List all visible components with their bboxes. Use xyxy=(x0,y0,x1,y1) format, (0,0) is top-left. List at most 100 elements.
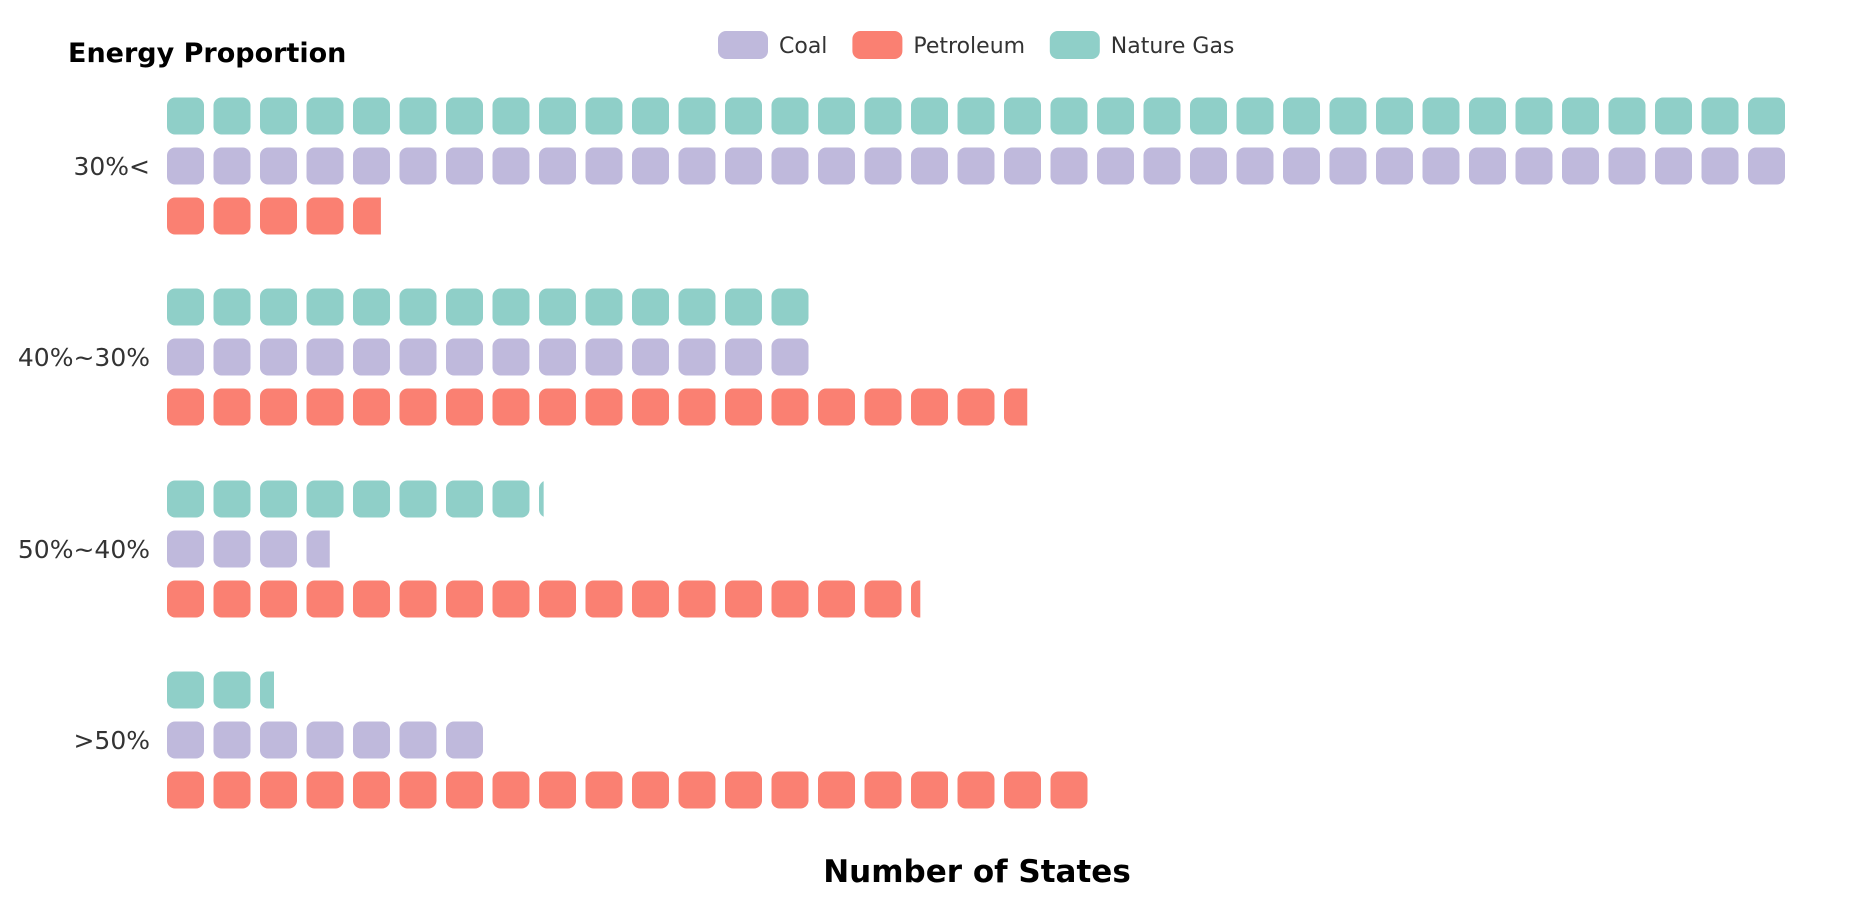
symbol-coal xyxy=(399,338,437,376)
symbol-nature-gas xyxy=(213,97,251,135)
symbol-petroleum xyxy=(306,197,344,235)
symbol-nature-gas xyxy=(539,481,544,517)
symbol-nature-gas xyxy=(492,288,530,326)
symbol-petroleum xyxy=(306,580,344,618)
symbol-petroleum xyxy=(539,580,576,618)
symbol-petroleum xyxy=(585,771,623,809)
symbol-coal xyxy=(1655,147,1692,185)
symbol-nature-gas xyxy=(399,480,437,518)
symbol-petroleum xyxy=(353,771,390,809)
symbol-nature-gas xyxy=(260,97,297,135)
symbol-coal xyxy=(1097,147,1134,185)
symbol-nature-gas xyxy=(260,671,274,709)
y-axis-title: Energy Proportion xyxy=(68,38,346,69)
bar-nature-gas-50 xyxy=(167,671,274,709)
symbol-nature-gas xyxy=(539,97,576,135)
symbol-coal xyxy=(771,338,809,376)
symbol-petroleum xyxy=(446,771,483,809)
symbol-nature-gas xyxy=(213,480,251,518)
legend-label: Coal xyxy=(779,34,827,59)
symbol-petroleum xyxy=(818,580,855,618)
bar-nature-gas-40-30 xyxy=(167,288,809,326)
symbol-nature-gas xyxy=(725,97,762,135)
symbol-petroleum xyxy=(260,580,297,618)
symbol-nature-gas xyxy=(446,480,483,518)
symbol-nature-gas xyxy=(678,97,716,135)
category-label: 40%~30% xyxy=(18,343,150,372)
x-axis-title: Number of States xyxy=(823,854,1131,890)
symbol-nature-gas xyxy=(1190,97,1227,135)
symbol-coal xyxy=(539,147,576,185)
bar-petroleum-40-30 xyxy=(167,388,1028,426)
symbol-coal xyxy=(1422,147,1460,185)
symbol-coal xyxy=(1050,147,1088,185)
symbol-coal xyxy=(213,147,251,185)
symbol-petroleum xyxy=(399,388,437,426)
symbol-coal xyxy=(678,147,716,185)
symbol-petroleum xyxy=(399,771,437,809)
symbol-coal xyxy=(306,338,344,376)
symbol-nature-gas xyxy=(1515,97,1553,135)
symbol-coal xyxy=(1748,147,1785,185)
symbol-nature-gas xyxy=(1422,97,1460,135)
symbol-coal xyxy=(1608,147,1646,185)
symbol-petroleum xyxy=(492,771,530,809)
symbol-petroleum xyxy=(678,771,716,809)
symbol-petroleum xyxy=(911,771,948,809)
symbol-nature-gas xyxy=(492,97,530,135)
symbol-coal xyxy=(1283,147,1320,185)
symbol-coal xyxy=(1329,147,1367,185)
symbol-coal xyxy=(306,530,330,568)
symbol-petroleum xyxy=(167,388,204,426)
symbol-petroleum xyxy=(911,388,948,426)
symbol-nature-gas xyxy=(1283,97,1320,135)
legend-item-petroleum[interactable]: Petroleum xyxy=(852,31,1025,59)
symbol-coal xyxy=(260,530,297,568)
symbol-coal xyxy=(213,530,251,568)
legend-label: Petroleum xyxy=(913,34,1025,59)
symbol-coal xyxy=(1376,147,1413,185)
symbol-nature-gas xyxy=(1329,97,1367,135)
symbol-petroleum xyxy=(167,771,204,809)
symbol-nature-gas xyxy=(585,288,623,326)
symbol-coal xyxy=(306,147,344,185)
symbol-coal xyxy=(818,147,855,185)
symbol-coal xyxy=(585,338,623,376)
symbol-nature-gas xyxy=(1655,97,1692,135)
symbol-coal xyxy=(492,147,530,185)
symbol-petroleum xyxy=(167,580,204,618)
bar-nature-gas-50-40 xyxy=(167,480,544,518)
legend-item-nature-gas[interactable]: Nature Gas xyxy=(1049,31,1235,59)
symbol-petroleum xyxy=(864,771,902,809)
symbol-nature-gas xyxy=(1236,97,1274,135)
symbol-petroleum xyxy=(353,197,381,235)
legend-item-coal[interactable]: Coal xyxy=(718,31,827,59)
symbol-petroleum xyxy=(353,388,390,426)
symbol-nature-gas xyxy=(1469,97,1506,135)
symbol-nature-gas xyxy=(213,671,251,709)
symbol-coal xyxy=(1236,147,1274,185)
symbol-nature-gas xyxy=(1376,97,1413,135)
symbol-nature-gas xyxy=(1004,97,1041,135)
symbol-coal xyxy=(260,147,297,185)
symbol-coal xyxy=(399,147,437,185)
symbol-petroleum xyxy=(678,580,716,618)
symbol-coal xyxy=(539,338,576,376)
symbol-nature-gas xyxy=(167,671,204,709)
symbol-petroleum xyxy=(771,771,809,809)
symbol-coal xyxy=(399,721,437,759)
symbol-coal xyxy=(353,338,390,376)
symbol-nature-gas xyxy=(446,288,483,326)
pictorial-bars xyxy=(167,97,1785,809)
category-label: 30%< xyxy=(73,152,150,181)
symbol-nature-gas xyxy=(1562,97,1599,135)
bar-coal-50 xyxy=(167,721,483,759)
symbol-nature-gas xyxy=(306,288,344,326)
symbol-petroleum xyxy=(725,771,762,809)
symbol-nature-gas xyxy=(213,288,251,326)
symbol-coal xyxy=(353,721,390,759)
bar-coal-50-40 xyxy=(167,530,330,568)
legend-swatch xyxy=(718,31,768,59)
symbol-coal xyxy=(1190,147,1227,185)
